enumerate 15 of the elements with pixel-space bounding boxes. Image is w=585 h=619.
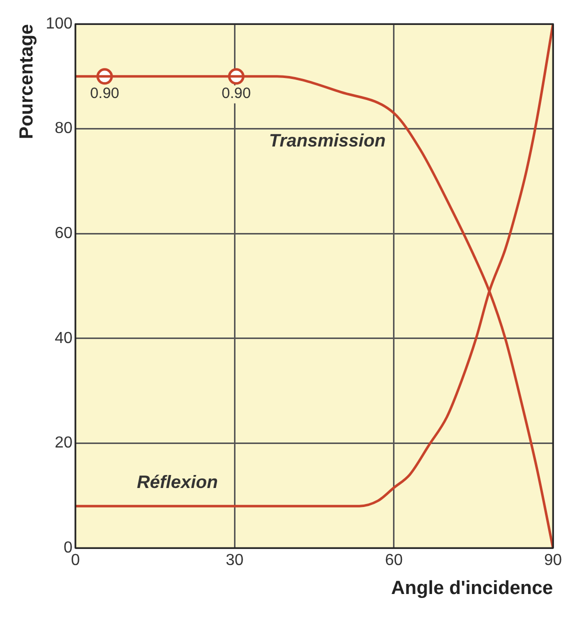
y-tick-label: 80 [54, 120, 73, 138]
series-label: Réflexion [136, 472, 218, 492]
y-tick-label: 20 [54, 434, 73, 452]
annotation: 0.90 [222, 85, 251, 102]
y-tick-label: 100 [46, 15, 73, 32]
y-tick-label: 0 [64, 539, 73, 556]
annotation: 0.90 [90, 85, 120, 102]
y-tick-label: 40 [54, 330, 73, 347]
y-axis-title: Pourcentage [16, 24, 38, 140]
x-tick-label: 30 [226, 552, 244, 570]
x-tick-label: 60 [384, 552, 403, 570]
y-tick-label: 60 [54, 225, 73, 242]
series-label: Transmission [268, 130, 386, 150]
x-axis-title: Angle d'incidence [391, 578, 553, 599]
x-tick-label: 90 [544, 552, 562, 570]
